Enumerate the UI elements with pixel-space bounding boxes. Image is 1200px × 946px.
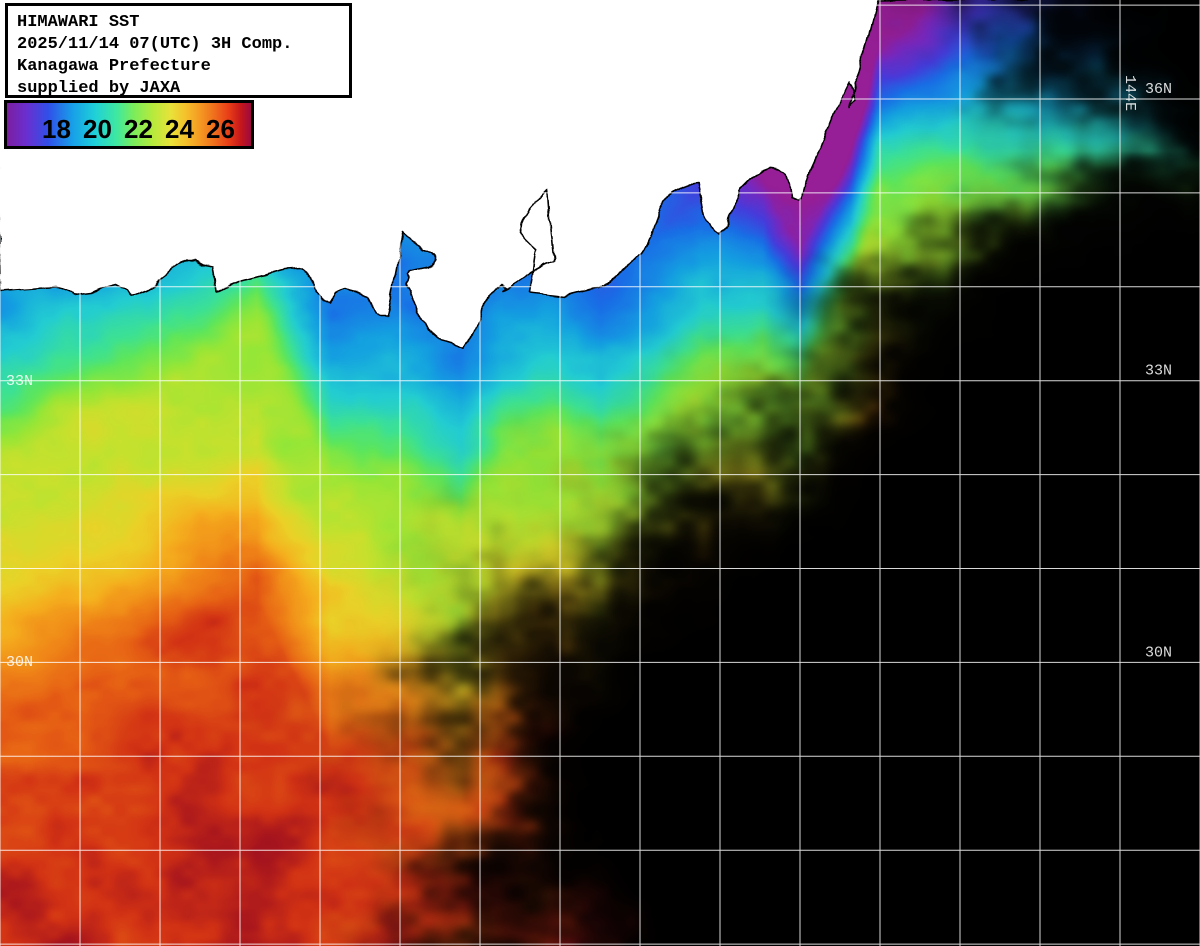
svg-text:22: 22 [124,114,153,144]
svg-text:144E: 144E [1121,75,1138,111]
svg-text:26: 26 [206,114,235,144]
svg-text:30N: 30N [1145,644,1172,661]
svg-text:24: 24 [165,114,194,144]
svg-text:136E: 136E [481,75,498,111]
svg-text:33N: 33N [1145,363,1172,380]
svg-text:36N: 36N [1145,81,1172,98]
svg-text:20: 20 [83,114,112,144]
svg-text:30N: 30N [6,654,33,671]
svg-text:33N: 33N [6,373,33,390]
svg-text:18: 18 [42,114,71,144]
